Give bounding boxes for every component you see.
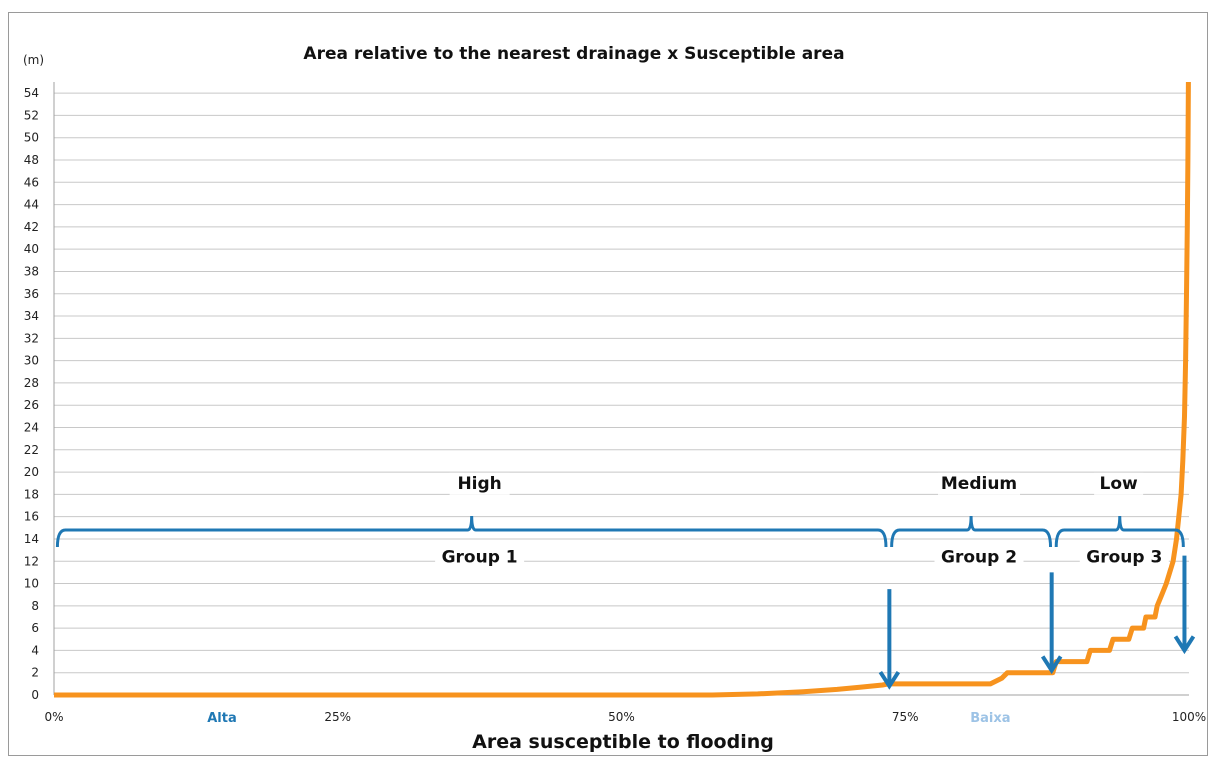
- axes: [53, 82, 1189, 696]
- y-tick-label: 18: [24, 487, 39, 501]
- x-axis-label: Area susceptible to flooding: [472, 731, 774, 753]
- x-tick-label: 100%: [1172, 710, 1206, 724]
- y-tick-label: 20: [24, 465, 39, 479]
- series-layer: [54, 81, 1191, 698]
- y-tick-label: 44: [24, 198, 39, 212]
- label-backing: [449, 472, 510, 495]
- label-backing: [1094, 472, 1144, 495]
- chart-frame: 0 2 4 6 8 10 12 14 16 18 20 22 24 26 28 30 32 34 36 38 40 42 4…: [8, 12, 1208, 756]
- y-tick-label: 32: [24, 331, 39, 345]
- brace: [55, 516, 888, 548]
- group-label: Group 3: [1086, 547, 1162, 567]
- y-tick-label: 2: [31, 666, 39, 680]
- x-tick-label: 0%: [44, 710, 63, 724]
- axis-note: Baixa: [970, 711, 1010, 726]
- class-label: High: [457, 474, 501, 494]
- y-tick-label: 12: [24, 554, 39, 568]
- y-tick-label: 50: [24, 131, 39, 145]
- group-label: Group 2: [941, 547, 1017, 567]
- axis-note: Alta: [207, 711, 237, 726]
- y-tick-label: 24: [24, 421, 39, 435]
- series-line: [54, 81, 1191, 698]
- chart-title: Area relative to the nearest drainage x …: [303, 44, 844, 64]
- y-tick-labels: 0246810121416182022242628303234363840424…: [24, 86, 39, 702]
- label-backing: [1079, 545, 1169, 568]
- y-tick-label: 40: [24, 242, 39, 256]
- group-label: Group 1: [442, 547, 518, 567]
- y-tick-label: 14: [24, 532, 39, 546]
- brace: [1054, 516, 1185, 548]
- y-tick-label: 22: [24, 443, 39, 457]
- class-label: Low: [1100, 474, 1139, 494]
- arrow-head: [1040, 655, 1063, 675]
- y-tick-label: 42: [24, 220, 39, 234]
- y-tick-label: 0: [31, 688, 39, 702]
- y-tick-label: 52: [24, 108, 39, 122]
- brace: [890, 516, 1053, 548]
- x-tick-label: 75%: [892, 710, 919, 724]
- y-tick-label: 54: [24, 86, 39, 100]
- y-tick-label: 30: [24, 354, 39, 368]
- label-backing: [938, 472, 1021, 495]
- y-tick-label: 16: [24, 510, 39, 524]
- arrow-head: [878, 671, 901, 690]
- label-backing: [934, 545, 1024, 568]
- class-label: Medium: [941, 474, 1017, 494]
- y-tick-label: 26: [24, 398, 39, 412]
- x-tick-label: 25%: [324, 710, 351, 724]
- label-backing: [435, 545, 525, 568]
- y-tick-label: 38: [24, 264, 39, 278]
- y-tick-label: 28: [24, 376, 39, 390]
- y-tick-label: 46: [24, 175, 39, 189]
- chart: 0246810121416182022242628303234363840424…: [23, 44, 1206, 753]
- gridlines: [54, 92, 1189, 674]
- y-tick-label: 10: [24, 577, 39, 591]
- y-tick-label: 8: [31, 599, 39, 613]
- arrow-head: [1173, 635, 1196, 655]
- y-tick-label: 4: [31, 643, 39, 657]
- x-tick-label: 50%: [608, 710, 635, 724]
- y-tick-label: 34: [24, 309, 39, 323]
- y-axis-label: (m): [23, 53, 44, 67]
- y-tick-label: 36: [24, 287, 39, 301]
- x-tick-labels: 0% 25% 50% 75% 100%: [44, 710, 1206, 724]
- y-tick-label: 48: [24, 153, 39, 167]
- y-tick-label: 6: [31, 621, 39, 635]
- annotation-layer: High Medium Low Group 1 Group 2 Group 3 Alta Ba…: [55, 472, 1196, 726]
